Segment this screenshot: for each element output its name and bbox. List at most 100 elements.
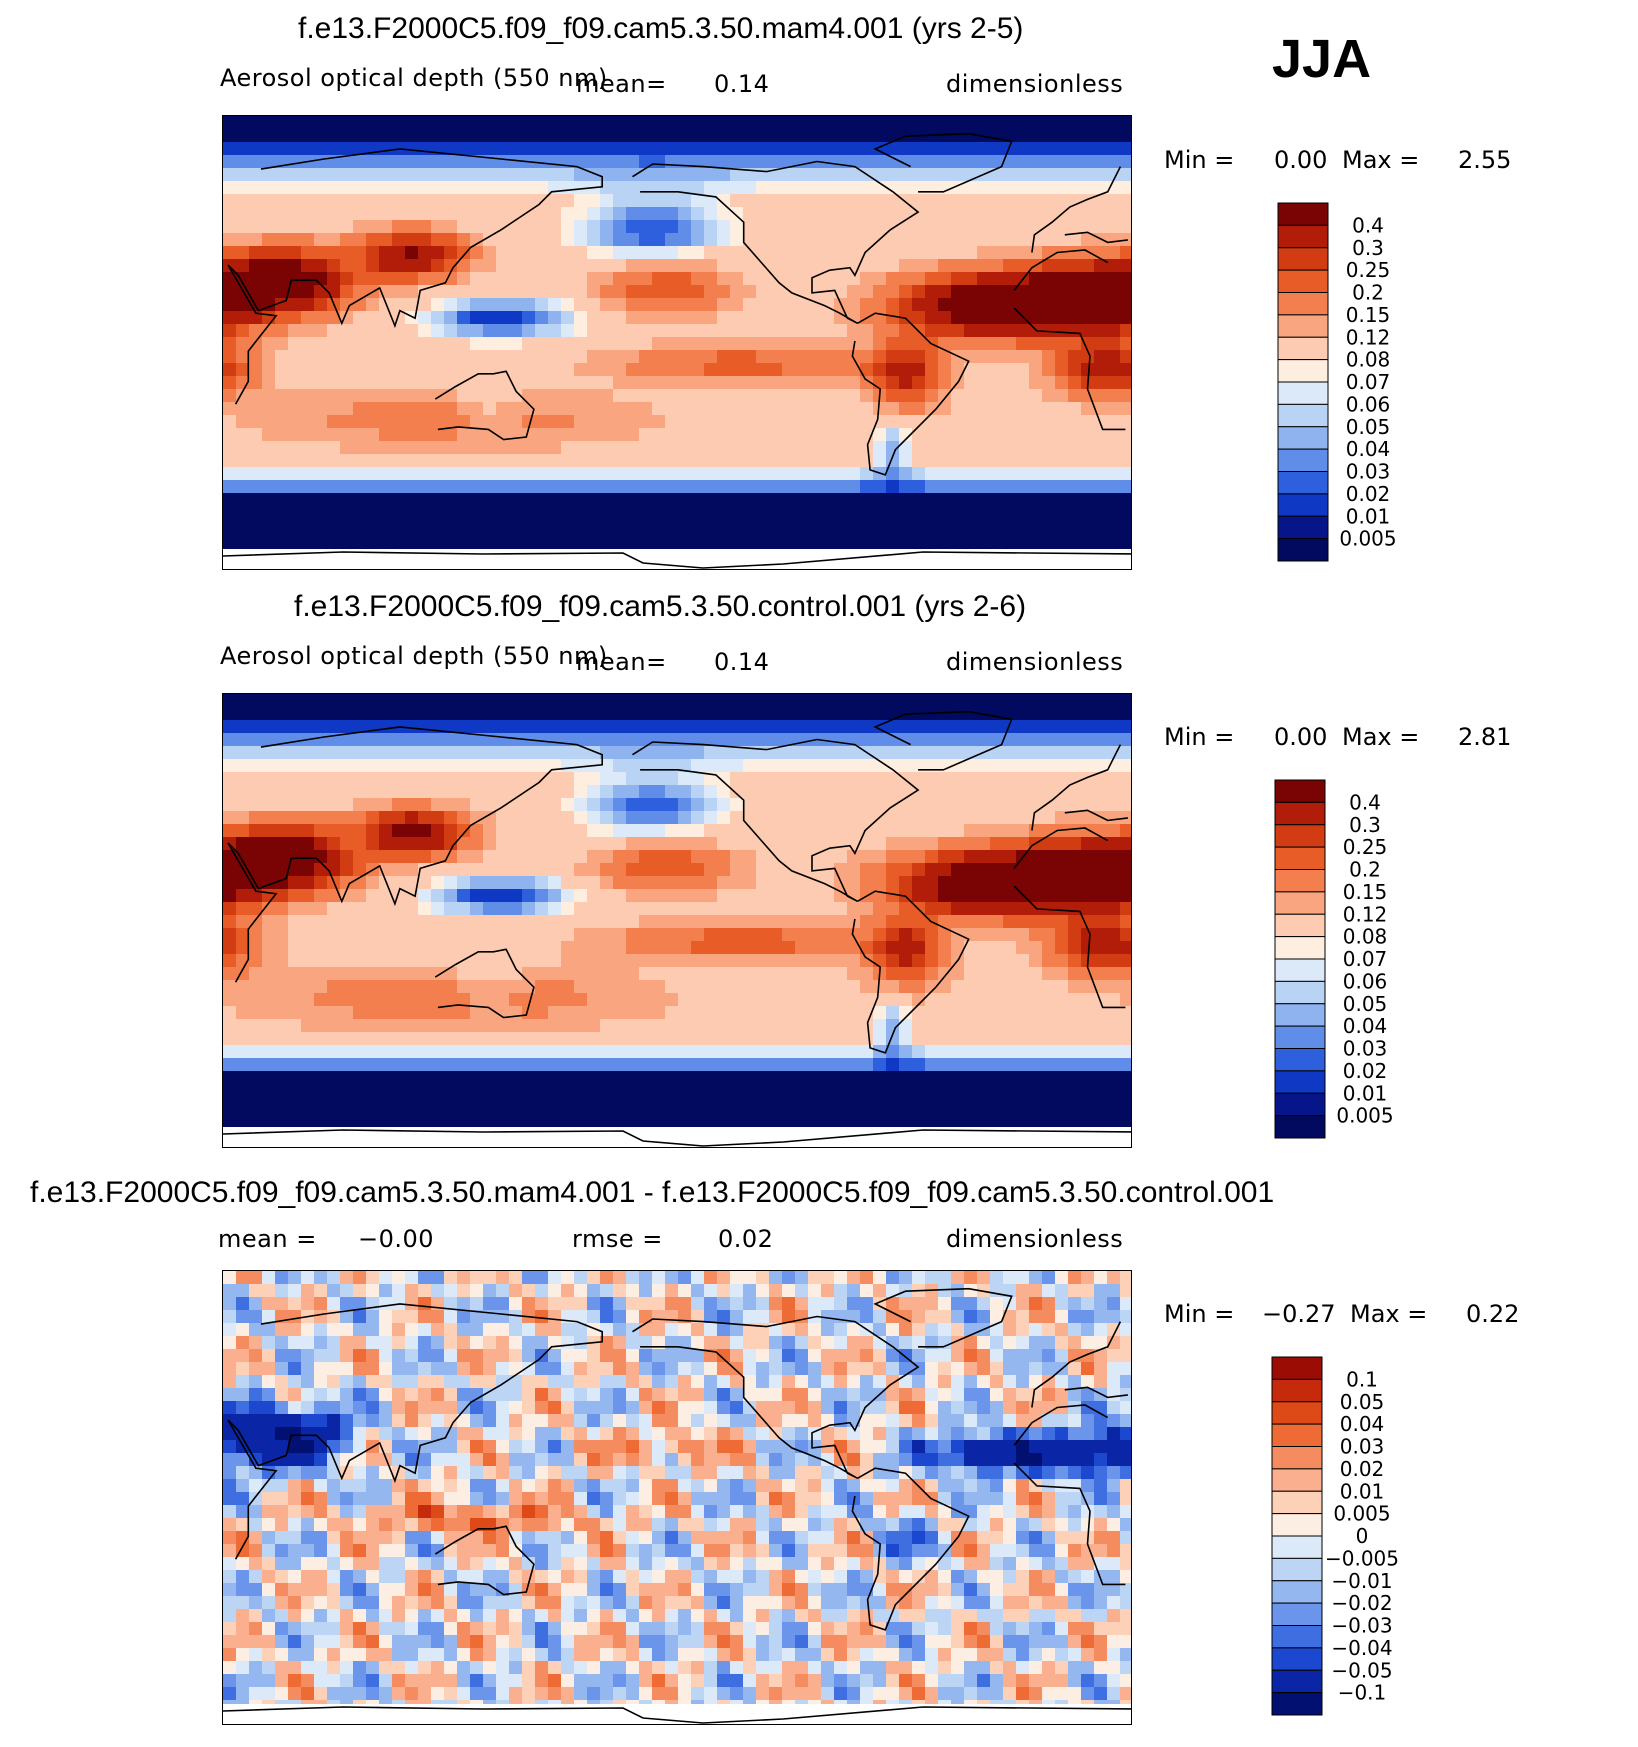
map-1-cell	[756, 480, 770, 494]
map-2-cell	[262, 993, 276, 1007]
map-1-cell	[444, 116, 458, 130]
map-2-cell	[691, 707, 705, 721]
map-1-cell	[691, 311, 705, 325]
map-2-cell	[405, 785, 419, 799]
map-2-cell	[886, 1019, 900, 1033]
map-1-cell	[808, 519, 822, 533]
map-1-cell	[1120, 220, 1131, 234]
map-1-cell	[730, 168, 744, 182]
map-1-cell	[1042, 467, 1056, 481]
map-1-cell	[444, 350, 458, 364]
map-2-cell	[236, 1032, 250, 1046]
map-2-cell	[834, 733, 848, 747]
map-2-cell	[301, 915, 315, 929]
map-2-cell	[743, 811, 757, 825]
map-2-cell	[561, 1045, 575, 1059]
map-1-cell	[782, 181, 796, 195]
map-2-cell	[444, 707, 458, 721]
map-1-cell	[561, 129, 575, 143]
map-2-cell	[522, 811, 536, 825]
map-1-cell	[444, 285, 458, 299]
map-2-cell	[405, 1058, 419, 1072]
map-2-cell	[1016, 1084, 1030, 1098]
map-2-cell	[483, 759, 497, 773]
map-1-cell	[743, 402, 757, 416]
map-2-cell	[587, 850, 601, 864]
map-1-cell	[509, 129, 523, 143]
map-2-cell	[769, 1045, 783, 1059]
map-1-cell	[626, 454, 640, 468]
map-1-cell	[483, 493, 497, 507]
map-2-cell	[1120, 954, 1131, 968]
map-1-cell	[418, 428, 432, 442]
map-2-cell	[665, 694, 679, 708]
map-1-cell	[275, 272, 289, 286]
map-1-cell	[847, 181, 861, 195]
map-1-cell	[1068, 337, 1082, 351]
map-1-cell	[899, 298, 913, 312]
map-2-cell	[236, 993, 250, 1007]
map-2-cell	[665, 954, 679, 968]
map-2-cell	[236, 941, 250, 955]
map-2-cell	[314, 941, 328, 955]
map-1-cell	[392, 116, 406, 130]
map-1-cell	[808, 116, 822, 130]
map-1-cell	[1055, 363, 1069, 377]
map-1-cell	[782, 259, 796, 273]
map-2-cell	[561, 694, 575, 708]
colorbar-2-box-4	[1274, 869, 1326, 893]
map-2-cell	[951, 993, 965, 1007]
map-2-cell	[340, 694, 354, 708]
map-2-cell	[1055, 876, 1069, 890]
map-1-cell	[1055, 324, 1069, 338]
map-2-cell	[730, 980, 744, 994]
map-2-cell	[860, 850, 874, 864]
map-1-cell	[1120, 480, 1131, 494]
map-2-cell	[977, 1097, 991, 1111]
map-1-cell	[457, 324, 471, 338]
map-1-cell	[223, 467, 237, 481]
coastline-eurasia	[227, 148, 604, 329]
map-1-cell	[262, 506, 276, 520]
map-1-cell	[509, 194, 523, 208]
map-2-cell	[743, 954, 757, 968]
map-2-cell	[405, 941, 419, 955]
map-2-cell	[873, 876, 887, 890]
map-2-cell	[821, 928, 835, 942]
map-2-cell	[938, 707, 952, 721]
map-1-cell	[665, 194, 679, 208]
map-1-cell	[327, 337, 341, 351]
map-1-cell	[587, 493, 601, 507]
map-2-cell	[678, 967, 692, 981]
colorbar-2-box-1	[1274, 801, 1326, 826]
map-1-cell	[418, 259, 432, 273]
map-2-cell	[717, 941, 731, 955]
map-1-cell	[262, 246, 276, 260]
map-2-cell	[366, 707, 380, 721]
map-1-cell	[275, 181, 289, 195]
map-1-cell	[717, 532, 731, 546]
map-2-cell	[795, 785, 809, 799]
map-2-cell	[392, 798, 406, 812]
map-1-cell	[444, 129, 458, 143]
map-1-cell	[912, 259, 926, 273]
map-2-cell	[821, 759, 835, 773]
map-2-cell	[587, 1110, 601, 1124]
map-2-cell	[366, 1058, 380, 1072]
map-2-cell	[782, 759, 796, 773]
map-2-cell	[1055, 811, 1069, 825]
colorbar-2-box-15	[1274, 1115, 1326, 1139]
map-2-cell	[847, 694, 861, 708]
map-2-cell	[821, 1110, 835, 1124]
map-1-cell	[964, 389, 978, 403]
map-1-cell	[600, 324, 614, 338]
map-2-cell	[288, 863, 302, 877]
map-1-cell	[353, 376, 367, 390]
map-1-cell	[782, 155, 796, 169]
map-2-cell	[392, 785, 406, 799]
map-2-cell	[821, 1032, 835, 1046]
map-1-cell	[795, 129, 809, 143]
colorbar-2-label-7: 0.07	[1343, 947, 1388, 971]
map-2-cell	[938, 1084, 952, 1098]
map-1-cell	[626, 415, 640, 429]
